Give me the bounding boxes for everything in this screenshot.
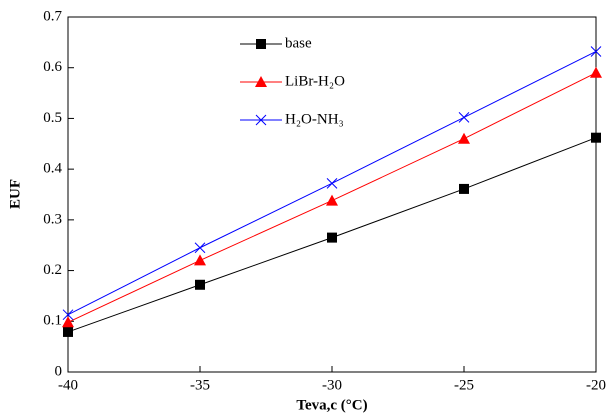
marker (459, 183, 469, 194)
y-tick-label: 0.4 (43, 161, 62, 177)
marker (63, 326, 73, 337)
y-axis-title: EUF (7, 179, 23, 209)
marker (591, 132, 601, 143)
y-tick-label: 0.1 (43, 313, 62, 329)
y-tick-label: 0.6 (43, 59, 62, 75)
legend-label: base (285, 35, 312, 51)
y-tick-label: 0 (55, 363, 63, 379)
marker (62, 316, 74, 328)
marker (327, 232, 337, 243)
marker (590, 66, 602, 78)
x-tick-label: -30 (322, 377, 342, 393)
plot-frame (67, 16, 597, 373)
x-tick-label: -40 (58, 377, 78, 393)
legend-label: H₂O-NH₃ (285, 111, 344, 127)
legend-marker (256, 39, 266, 49)
x-axis-title: Teva,c (°C) (296, 397, 367, 413)
marker (194, 254, 206, 266)
legend-marker (255, 114, 267, 126)
x-tick-label: -35 (190, 377, 210, 393)
marker (458, 132, 470, 144)
legend-label: LiBr-H₂O (285, 73, 345, 89)
y-tick-label: 0.5 (43, 110, 62, 126)
marker (590, 46, 602, 57)
marker (195, 279, 205, 290)
marker (326, 194, 338, 206)
y-tick-label: 0.3 (43, 211, 62, 227)
marker (194, 242, 206, 254)
marker (326, 177, 338, 189)
y-tick-label: 0.7 (43, 8, 62, 24)
marker (62, 309, 74, 321)
y-tick-label: 0.2 (43, 262, 62, 278)
x-tick-label: -25 (454, 377, 474, 393)
x-tick-label: -20 (586, 377, 606, 393)
legend-marker (255, 76, 267, 87)
marker (458, 112, 470, 123)
